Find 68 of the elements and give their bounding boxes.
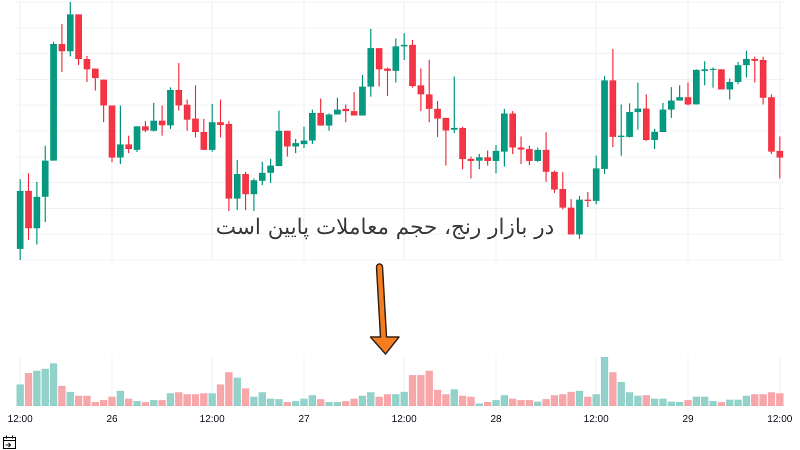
candlestick [676, 84, 683, 102]
bar [642, 395, 650, 406]
bar [16, 384, 24, 406]
candlestick [726, 78, 734, 100]
bar [166, 393, 174, 406]
candlestick [651, 128, 658, 150]
bar [58, 386, 66, 406]
bar [450, 389, 458, 406]
bar [158, 400, 166, 406]
candlestick [284, 130, 291, 158]
bar [484, 402, 492, 406]
x-tick-label: 29 [682, 414, 694, 425]
x-tick-label: 12:00 [200, 414, 226, 425]
candlestick [634, 82, 642, 130]
bar [142, 402, 150, 406]
bar [24, 373, 32, 406]
bar [576, 390, 584, 406]
candlestick [542, 132, 550, 182]
bar [66, 392, 74, 406]
candlestick [426, 59, 433, 123]
candlestick [200, 118, 208, 150]
x-tick-label: 26 [106, 414, 118, 425]
x-tick-label: 12:00 [392, 414, 418, 425]
bar [133, 401, 141, 406]
candlestick [684, 82, 692, 106]
candlestick [668, 86, 675, 118]
candlestick [317, 98, 324, 126]
bar [584, 396, 592, 406]
candlestick [660, 102, 666, 133]
bar [208, 393, 216, 406]
x-tick-label: 12:00 [8, 414, 34, 425]
bar [684, 400, 692, 406]
candlestick [584, 191, 592, 208]
candlestick [484, 150, 491, 166]
bar [150, 400, 158, 406]
candlestick [718, 68, 725, 90]
candlestick [125, 135, 132, 154]
candlestick [743, 50, 750, 78]
candlestick [350, 91, 358, 116]
candlestick [400, 32, 408, 61]
bar [284, 402, 291, 406]
candlestick [734, 61, 742, 85]
candlestick [150, 102, 158, 132]
bar [234, 378, 241, 406]
candlestick [534, 146, 542, 162]
bar [116, 390, 124, 406]
bar [718, 402, 726, 406]
x-tick-label: 27 [298, 414, 310, 425]
candlestick [326, 112, 332, 132]
bar [609, 372, 617, 406]
candlestick [142, 120, 149, 133]
x-tick-label: 28 [490, 414, 502, 425]
candlestick [334, 97, 341, 116]
candlestick [134, 126, 140, 153]
candlestick [58, 23, 66, 73]
bar [534, 402, 542, 406]
x-tick-label: 12:00 [584, 414, 610, 425]
candlestick [468, 156, 474, 180]
bar [242, 388, 250, 406]
x-tick-label: 12:00 [767, 414, 793, 425]
annotation: در بازار رنج، حجم معاملات پایین است [216, 215, 554, 240]
bar [317, 399, 324, 406]
bar [125, 398, 132, 406]
candlestick [117, 104, 124, 165]
candlestick [158, 104, 166, 136]
candlestick [751, 56, 758, 84]
candlestick [175, 62, 182, 112]
candlestick [242, 171, 249, 211]
